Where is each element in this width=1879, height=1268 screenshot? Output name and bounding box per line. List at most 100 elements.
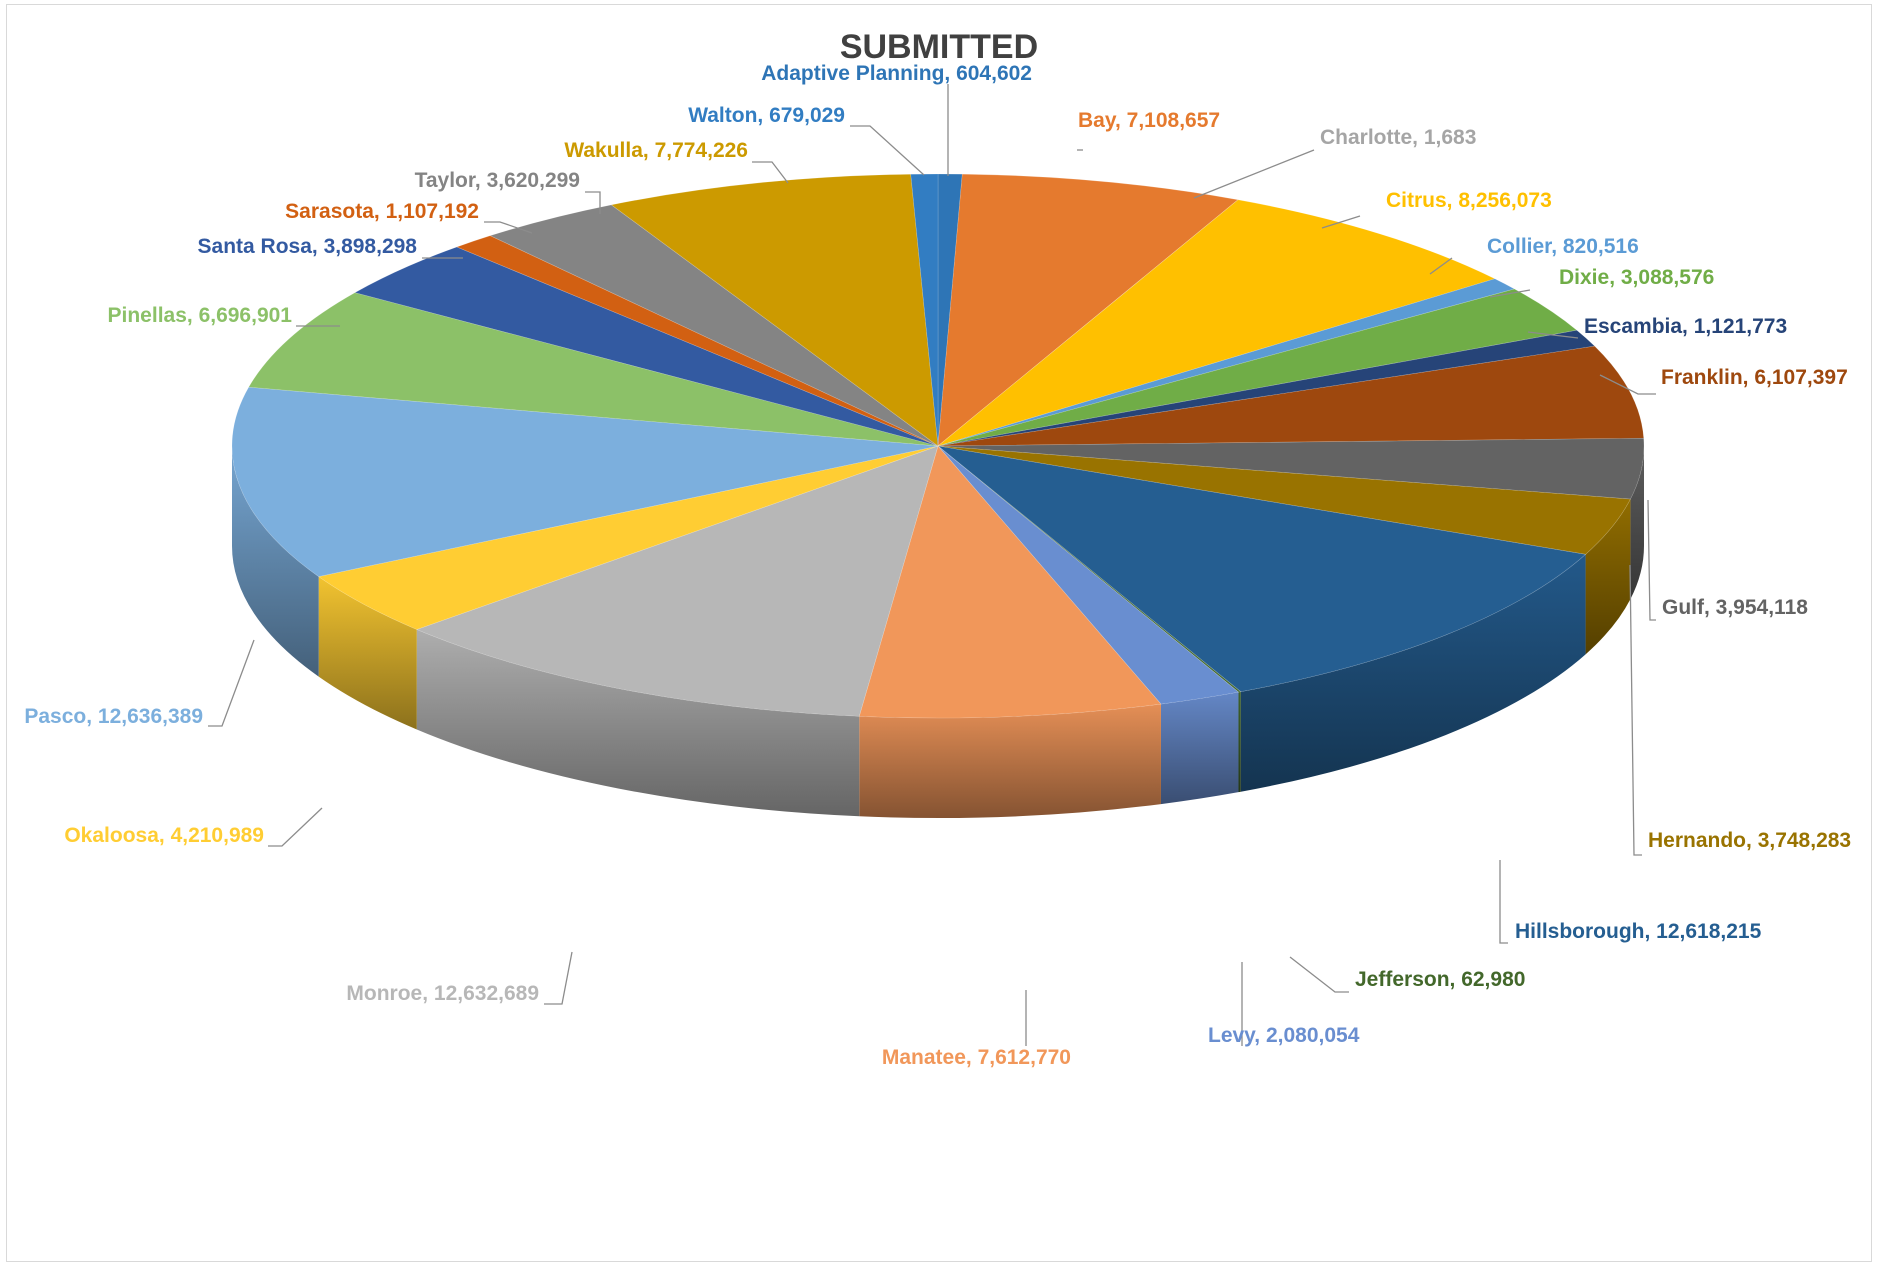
pie-slice-walton bbox=[910, 173, 939, 447]
pie-side-manatee bbox=[859, 704, 1161, 819]
data-label-value: 4,210,989 bbox=[171, 824, 264, 847]
pie-side-okaloosa bbox=[318, 576, 417, 730]
data-label-gulf: Gulf, 3,954,118 bbox=[1662, 596, 1808, 619]
leader-line-pasco bbox=[208, 639, 255, 727]
data-label-value: 12,618,215 bbox=[1656, 920, 1761, 943]
data-label-value: 7,774,226 bbox=[655, 139, 748, 162]
data-label-value: 7,108,657 bbox=[1127, 109, 1220, 132]
data-label-name: Dixie, bbox=[1559, 266, 1621, 289]
leader-line-citrus bbox=[1321, 215, 1361, 229]
data-label-value: 1,107,192 bbox=[386, 200, 479, 223]
data-label-name: Gulf, bbox=[1662, 596, 1716, 619]
data-label-value: 7,612,770 bbox=[978, 1046, 1071, 1069]
data-labels: Adaptive Planning, 604,602 Bay, 7,108,657… bbox=[24, 62, 1851, 1069]
data-label-value: 1,683 bbox=[1424, 126, 1477, 149]
pie-slice-citrus bbox=[937, 199, 1496, 447]
pie-slice-hernando bbox=[937, 445, 1631, 555]
data-label-hernando: Hernando, 3,748,283 bbox=[1648, 829, 1851, 852]
data-label-name: Escambia, bbox=[1584, 315, 1694, 338]
pie-slice-dixie bbox=[937, 288, 1578, 447]
leader-line-hillsborough bbox=[1499, 860, 1508, 944]
data-label-levy: Levy, 2,080,054 bbox=[1208, 1024, 1360, 1047]
data-label-manatee: Manatee, 7,612,770 bbox=[882, 1046, 1071, 1069]
data-label-adaptive-planning: Adaptive Planning, 604,602 bbox=[761, 62, 1032, 85]
data-label-value: 3,748,283 bbox=[1758, 829, 1851, 852]
data-label-name: Sarasota, bbox=[285, 200, 385, 223]
data-label-value: 679,029 bbox=[769, 104, 845, 127]
data-label-value: 12,632,689 bbox=[434, 982, 539, 1005]
data-label-value: 1,121,773 bbox=[1694, 315, 1787, 338]
data-label-taylor: Taylor, 3,620,299 bbox=[415, 169, 580, 192]
data-label-value: 604,602 bbox=[956, 62, 1032, 85]
pie-side-levy bbox=[1160, 692, 1239, 805]
pie-slice-adaptive-planning bbox=[937, 173, 963, 447]
data-label-value: 6,696,901 bbox=[199, 304, 293, 327]
data-label-value: 12,636,389 bbox=[98, 705, 203, 728]
data-label-name: Jefferson, bbox=[1355, 968, 1461, 991]
leader-line-charlotte bbox=[1193, 149, 1315, 199]
data-label-value: 3,898,298 bbox=[324, 235, 418, 258]
data-label-name: Pinellas, bbox=[108, 304, 199, 327]
pie-slice-pinellas bbox=[248, 292, 939, 447]
pie-slice-santa-rosa bbox=[354, 246, 939, 447]
leader-lines bbox=[208, 84, 1656, 1046]
data-label-value: 3,620,299 bbox=[487, 169, 580, 192]
leader-line-sarasota bbox=[484, 221, 533, 234]
pie-side-hernando bbox=[1585, 499, 1631, 655]
data-label-value: 820,516 bbox=[1563, 235, 1639, 258]
leader-line-franklin bbox=[1599, 374, 1656, 395]
data-label-name: Charlotte, bbox=[1320, 126, 1424, 149]
pie-side-jefferson bbox=[1238, 691, 1241, 793]
pie-side-pasco bbox=[232, 446, 319, 677]
pie-slice-bay bbox=[937, 173, 1239, 447]
data-label-name: Hillsborough, bbox=[1515, 920, 1656, 943]
data-label-escambia: Escambia, 1,121,773 bbox=[1584, 315, 1787, 338]
leader-line-jefferson bbox=[1289, 956, 1349, 993]
data-label-monroe: Monroe, 12,632,689 bbox=[346, 982, 539, 1005]
data-label-bay: Bay, 7,108,657 bbox=[1078, 109, 1220, 132]
data-label-value: 3,088,576 bbox=[1621, 266, 1714, 289]
data-label-pasco: Pasco, 12,636,389 bbox=[24, 705, 203, 728]
data-label-name: Collier, bbox=[1487, 235, 1563, 258]
pie-slice-wakulla bbox=[610, 173, 939, 447]
pie-slice-hillsborough bbox=[936, 445, 1587, 693]
leader-line-wakulla bbox=[752, 161, 789, 184]
data-label-collier: Collier, 820,516 bbox=[1487, 235, 1639, 258]
data-label-okaloosa: Okaloosa, 4,210,989 bbox=[64, 824, 264, 847]
pie-slice-sarasota bbox=[455, 235, 939, 447]
data-label-dixie: Dixie, 3,088,576 bbox=[1559, 266, 1714, 289]
data-label-sarasota: Sarasota, 1,107,192 bbox=[285, 200, 479, 223]
data-label-name: Bay, bbox=[1078, 109, 1127, 132]
data-label-name: Taylor, bbox=[415, 169, 487, 192]
data-label-value: 2,080,054 bbox=[1266, 1024, 1360, 1047]
leader-line-dixie bbox=[1489, 289, 1531, 298]
data-label-name: Levy, bbox=[1208, 1024, 1266, 1047]
pie-side-hillsborough bbox=[1240, 554, 1586, 792]
leader-line-hernando bbox=[1629, 564, 1642, 856]
pie-slice-franklin bbox=[937, 345, 1645, 447]
pie-slice-collier bbox=[937, 278, 1516, 447]
data-label-walton: Walton, 679,029 bbox=[688, 104, 845, 127]
pie-slice-gulf bbox=[937, 437, 1645, 500]
pie-slice-escambia bbox=[937, 329, 1596, 447]
data-label-name: Pasco, bbox=[24, 705, 98, 728]
pie-slice-pasco bbox=[231, 386, 939, 577]
data-label-name: Manatee, bbox=[882, 1046, 978, 1069]
data-label-value: 3,954,118 bbox=[1716, 596, 1809, 619]
leader-line-escambia bbox=[1527, 331, 1579, 339]
pie-slice-monroe bbox=[415, 445, 939, 717]
data-label-charlotte: Charlotte, 1,683 bbox=[1320, 126, 1476, 149]
data-label-name: Hernando, bbox=[1648, 829, 1758, 852]
data-label-jefferson: Jefferson, 62,980 bbox=[1355, 968, 1525, 991]
data-label-hillsborough: Hillsborough, 12,618,215 bbox=[1515, 920, 1762, 943]
chart-frame bbox=[6, 4, 1872, 1262]
pie-slice-taylor bbox=[489, 204, 939, 447]
leader-line-monroe bbox=[544, 951, 573, 1005]
data-label-name: Adaptive Planning, bbox=[761, 62, 956, 85]
data-label-value: 6,107,397 bbox=[1754, 366, 1847, 389]
pie-slice-levy bbox=[937, 445, 1240, 705]
data-label-santa-rosa: Santa Rosa, 3,898,298 bbox=[198, 235, 418, 258]
data-label-value: 62,980 bbox=[1461, 968, 1525, 991]
